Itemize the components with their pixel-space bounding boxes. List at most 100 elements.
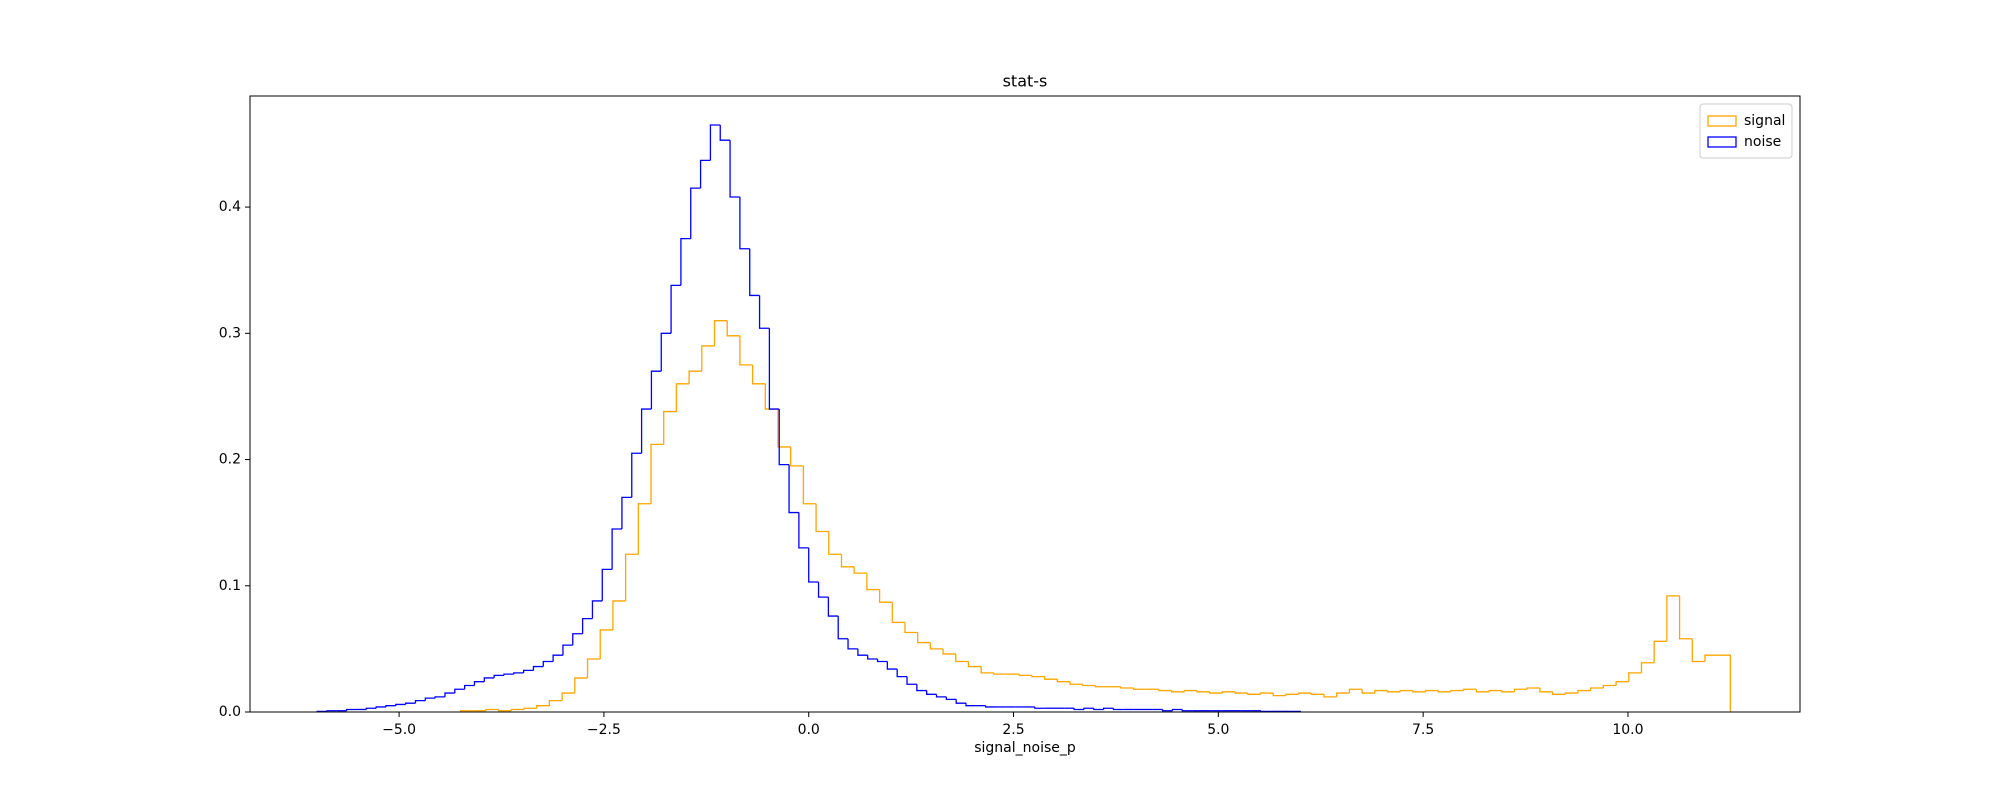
- histogram-step: [548, 699, 563, 706]
- histogram-step: [955, 699, 967, 704]
- histogram-step: [1073, 708, 1084, 711]
- histogram-step: [768, 328, 780, 410]
- histogram-step: [532, 665, 544, 671]
- histogram-step: [365, 707, 377, 710]
- histogram-step: [1450, 689, 1464, 692]
- histogram-step: [719, 125, 731, 141]
- histogram-step: [463, 684, 475, 690]
- histogram-step: [726, 320, 740, 337]
- histogram-step: [624, 553, 639, 601]
- histogram-step: [1615, 681, 1629, 686]
- histogram-step: [542, 660, 554, 667]
- histogram-step: [637, 503, 652, 555]
- histogram-step: [828, 531, 842, 555]
- histogram-step: [561, 692, 575, 701]
- histogram-step: [640, 408, 652, 454]
- histogram-step: [485, 708, 499, 711]
- histogram-step: [1564, 692, 1578, 695]
- histogram-step: [1704, 654, 1718, 662]
- histogram-step: [1031, 675, 1045, 678]
- histogram-step: [599, 629, 613, 659]
- legend-swatch: [1707, 136, 1737, 148]
- histogram-step: [601, 568, 613, 601]
- histogram-step: [1259, 692, 1274, 695]
- x-tick-label: 5.0: [1207, 722, 1229, 738]
- histogram-step: [808, 547, 819, 583]
- histogram-step: [1103, 707, 1114, 710]
- histogram-step: [1628, 672, 1642, 682]
- histogram-step: [1348, 688, 1363, 694]
- histogram-step: [1158, 689, 1172, 692]
- histogram-step: [777, 409, 791, 448]
- histogram-step: [483, 677, 495, 682]
- histogram-step: [1171, 708, 1183, 711]
- histogram-step: [935, 694, 947, 698]
- histogram-step: [790, 446, 804, 467]
- histogram-step: [1678, 595, 1693, 640]
- histogram-step: [1666, 595, 1680, 642]
- histogram-step: [522, 669, 534, 673]
- histogram-step: [1093, 708, 1104, 711]
- x-axis-label: signal_noise_p: [974, 740, 1076, 756]
- histogram-step: [375, 706, 386, 709]
- histogram-step: [896, 669, 908, 678]
- histogram-step: [739, 335, 753, 366]
- histogram-step: [709, 124, 721, 161]
- histogram-step: [562, 644, 573, 656]
- axes-frame: [249, 95, 1801, 713]
- y-tick-label: 0.3: [219, 325, 241, 341]
- histogram-step: [690, 187, 701, 239]
- histogram-step: [612, 600, 626, 630]
- histogram-step: [815, 503, 829, 533]
- histogram-step: [1640, 662, 1655, 673]
- y-tick-label: 0.0: [219, 704, 241, 720]
- histogram-step: [1602, 684, 1617, 689]
- histogram-step: [916, 684, 927, 692]
- histogram-step: [1120, 686, 1134, 689]
- histogram-step: [699, 159, 711, 189]
- histogram-step: [827, 597, 839, 617]
- histogram-step: [395, 703, 406, 706]
- histogram-step: [955, 653, 969, 663]
- histogram-step: [904, 622, 918, 634]
- histogram-step: [497, 709, 512, 712]
- histogram-step: [1247, 693, 1261, 695]
- histogram-step: [1209, 691, 1223, 694]
- histogram-step: [675, 383, 690, 412]
- x-tick-label: −5.0: [382, 722, 416, 738]
- histogram-step: [1513, 688, 1528, 692]
- histogram-step: [878, 589, 893, 603]
- histogram-step: [346, 708, 357, 711]
- histogram-step: [749, 248, 760, 297]
- histogram-step: [764, 383, 778, 410]
- histogram-step: [1463, 688, 1477, 691]
- histogram-step: [1161, 709, 1173, 712]
- legend-box: [1699, 103, 1793, 159]
- histogram-step: [405, 702, 416, 705]
- histogram-step: [1361, 689, 1375, 694]
- histogram-step: [680, 237, 691, 286]
- histogram-step: [1260, 710, 1271, 713]
- histogram-step: [660, 332, 672, 372]
- x-tick-label: 7.5: [1412, 722, 1434, 738]
- histogram-step: [1551, 691, 1566, 695]
- histogram-step: [942, 648, 956, 655]
- histogram-step: [1112, 708, 1124, 711]
- histogram-step: [866, 573, 880, 591]
- histogram-step: [886, 661, 898, 670]
- y-tick-label: 0.1: [219, 578, 241, 594]
- histogram-step: [1539, 688, 1553, 693]
- x-tick-label: 0.0: [798, 722, 820, 738]
- histogram-step: [926, 690, 937, 695]
- histogram-step: [713, 320, 728, 346]
- histogram-step: [523, 707, 537, 710]
- histogram-step: [739, 196, 750, 250]
- histogram-step: [1044, 676, 1058, 680]
- histogram-step: [853, 566, 867, 574]
- histogram-step: [993, 672, 1007, 675]
- histogram-step: [621, 496, 632, 529]
- histogram-step: [611, 528, 622, 570]
- histogram-step: [1323, 694, 1337, 698]
- histogram-step: [1424, 689, 1439, 692]
- histogram-step: [1083, 707, 1094, 710]
